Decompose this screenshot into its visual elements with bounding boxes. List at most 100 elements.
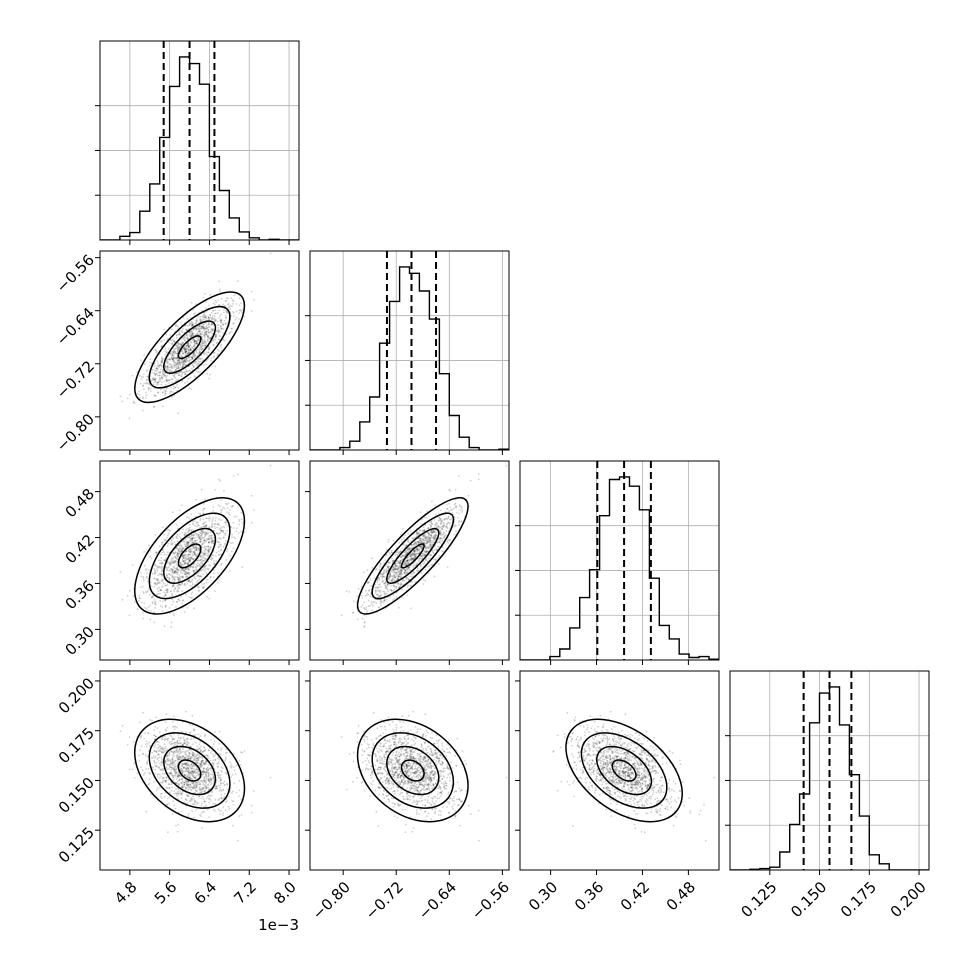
- sample-point: [365, 608, 368, 611]
- sample-point: [418, 548, 421, 551]
- sample-point: [416, 549, 419, 551]
- sample-point: [176, 360, 179, 363]
- sample-point: [160, 761, 163, 764]
- sample-point: [396, 581, 399, 584]
- sample-point: [153, 378, 156, 380]
- sample-point: [198, 537, 201, 540]
- sample-point: [379, 566, 381, 569]
- sample-point: [176, 830, 179, 833]
- sample-point: [392, 568, 395, 571]
- sample-point: [169, 734, 172, 737]
- sample-point: [175, 344, 177, 347]
- sample-point: [170, 590, 173, 593]
- sample-point: [195, 547, 198, 550]
- sample-point: [209, 752, 212, 754]
- sample-point: [195, 328, 198, 331]
- sample-point: [201, 342, 204, 345]
- sample-point: [177, 775, 180, 778]
- sample-point: [191, 333, 194, 336]
- sample-point: [180, 344, 182, 347]
- sample-point: [427, 547, 430, 550]
- sample-point: [210, 779, 213, 781]
- sample-point: [224, 542, 226, 545]
- sample-point: [411, 558, 414, 561]
- sample-point: [191, 539, 194, 542]
- sample-point: [399, 564, 401, 567]
- sample-point: [196, 771, 199, 773]
- sample-point: [166, 529, 169, 532]
- sample-point: [441, 533, 444, 536]
- sample-point: [172, 374, 174, 376]
- sample-point: [395, 573, 397, 575]
- sample-point: [161, 541, 163, 544]
- sample-point: [425, 537, 428, 539]
- sample-point: [396, 568, 398, 571]
- sample-point: [189, 344, 192, 347]
- sample-point: [209, 564, 212, 567]
- sample-point: [180, 504, 183, 507]
- sample-point: [424, 550, 427, 553]
- sample-point: [200, 565, 203, 567]
- sample-point: [153, 749, 156, 752]
- sample-point: [374, 589, 377, 592]
- sample-point: [424, 553, 427, 556]
- sample-point: [138, 754, 140, 757]
- sample-point: [411, 558, 413, 560]
- sample-point: [392, 575, 394, 578]
- sample-point: [158, 366, 161, 369]
- sample-point: [143, 551, 146, 553]
- sample-point: [156, 570, 159, 572]
- sample-point: [366, 581, 369, 584]
- sample-point: [183, 348, 185, 350]
- sample-point: [204, 315, 207, 317]
- sample-point: [142, 384, 145, 387]
- sample-point: [173, 590, 176, 593]
- sample-point: [202, 323, 205, 326]
- sample-point: [454, 516, 456, 519]
- sample-point: [410, 607, 412, 610]
- sample-point: [424, 538, 427, 540]
- sample-point: [219, 325, 222, 328]
- sample-point: [388, 561, 390, 564]
- sample-point: [163, 388, 166, 391]
- sample-point: [174, 561, 177, 564]
- sample-point: [425, 547, 427, 550]
- sample-point: [153, 572, 156, 575]
- sample-point: [211, 540, 214, 543]
- sample-point: [187, 353, 190, 355]
- sample-point: [429, 537, 432, 540]
- sample-point: [166, 591, 169, 593]
- sample-point: [158, 581, 161, 584]
- sample-point: [185, 567, 188, 570]
- sample-point: [229, 304, 232, 307]
- sample-point: [154, 601, 157, 604]
- sample-point: [458, 504, 461, 507]
- sample-point: [240, 751, 242, 753]
- sample-point: [173, 725, 176, 728]
- sample-point: [160, 345, 163, 348]
- sample-point: [187, 771, 190, 773]
- sample-point: [206, 335, 209, 338]
- sample-point: [193, 551, 196, 554]
- sample-point: [386, 593, 388, 595]
- sample-point: [211, 526, 213, 528]
- sample-point: [175, 362, 178, 364]
- sample-point: [164, 365, 167, 368]
- sample-point: [183, 781, 186, 784]
- sample-point: [406, 560, 409, 562]
- sample-point: [154, 373, 157, 375]
- sample-point: [166, 748, 169, 751]
- sample-point: [175, 771, 178, 774]
- sample-point: [187, 563, 190, 566]
- sample-point: [186, 329, 188, 331]
- sample-point: [406, 552, 408, 554]
- sample-point: [225, 524, 227, 526]
- sample-point: [169, 563, 172, 566]
- sample-point: [189, 550, 192, 553]
- sample-point: [172, 556, 175, 558]
- sample-point: [173, 552, 176, 555]
- sample-point: [384, 582, 387, 584]
- sample-point: [154, 569, 157, 572]
- sample-point: [163, 553, 166, 556]
- sample-point: [363, 601, 366, 604]
